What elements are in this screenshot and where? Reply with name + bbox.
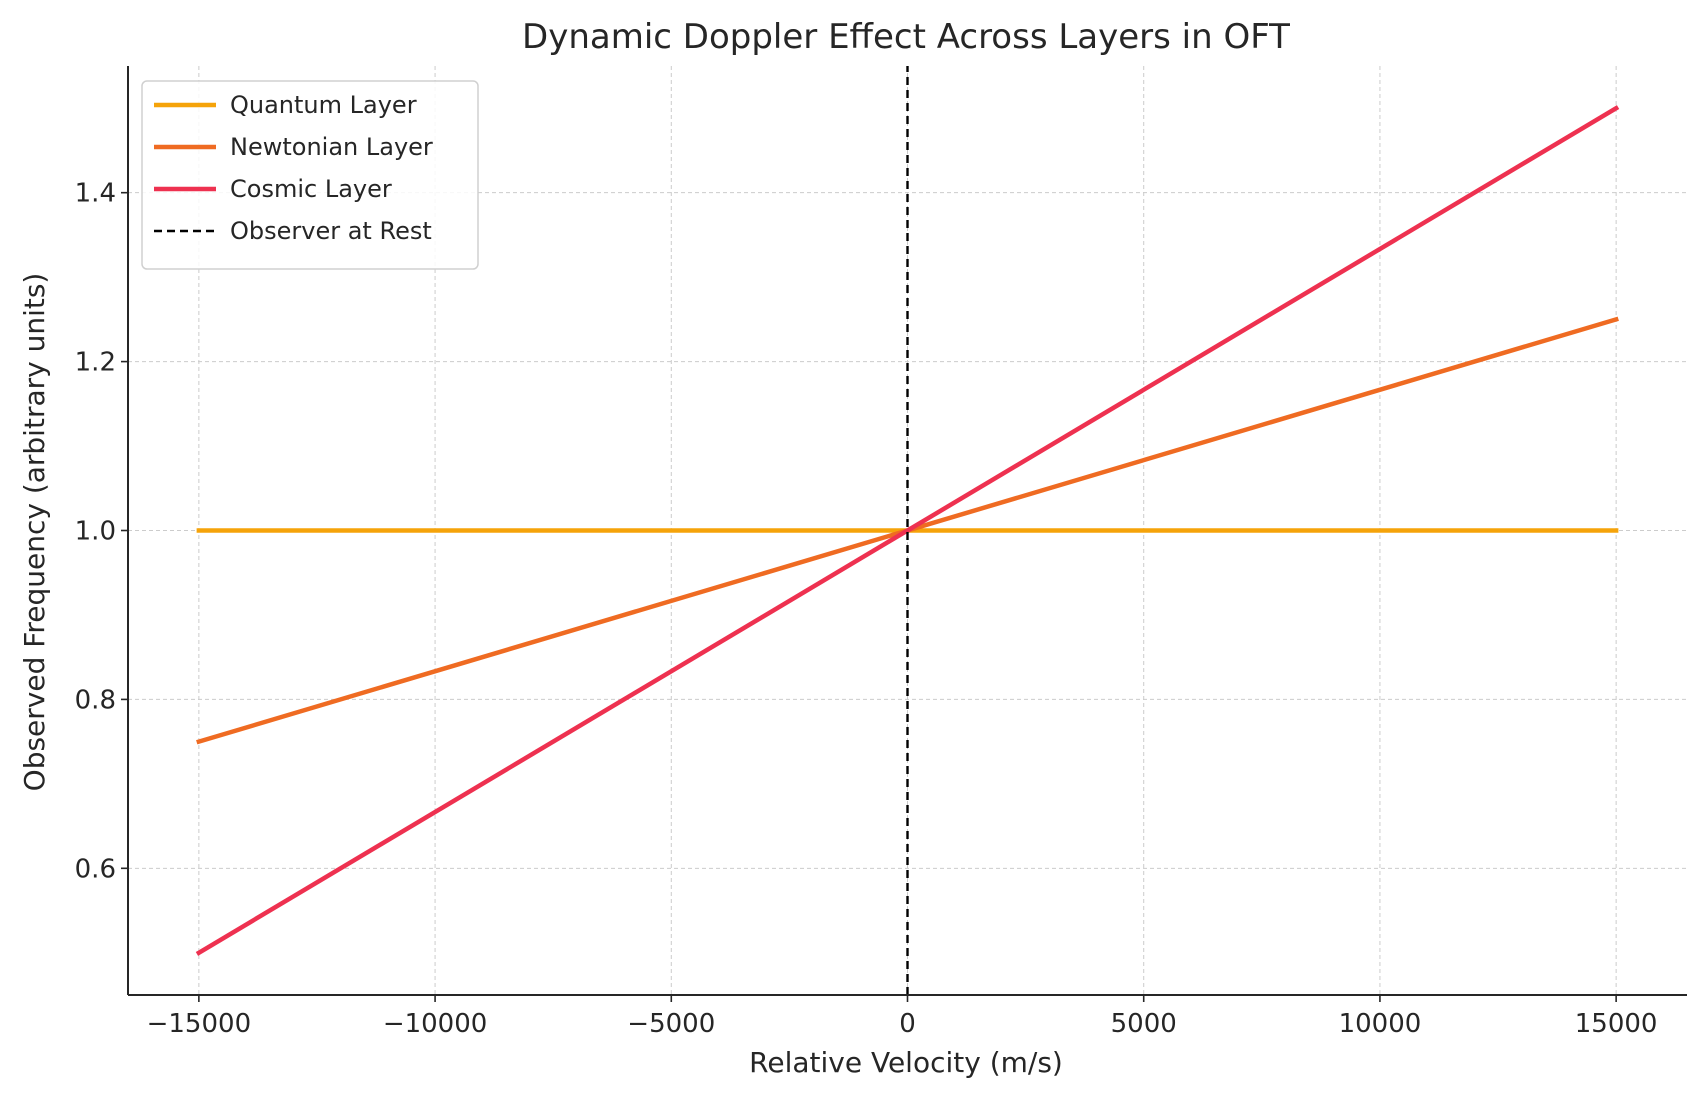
x-tick-label: 15000 xyxy=(1575,1009,1658,1039)
x-tick-label: 10000 xyxy=(1339,1009,1422,1039)
y-tick-label: 1.2 xyxy=(75,348,116,378)
legend-box xyxy=(141,80,479,270)
y-tick-label: 0.6 xyxy=(75,854,116,884)
series-line-cosmic-layer xyxy=(195,105,1620,956)
x-tick-label: −5000 xyxy=(627,1009,715,1039)
legend-label: Cosmic Layer xyxy=(230,175,392,203)
chart-title: Dynamic Doppler Effect Across Layers in … xyxy=(522,17,1290,57)
x-tick-label: −10000 xyxy=(383,1009,488,1039)
y-axis-ticks: 0.6 0.8 1.0 1.2 1.4 xyxy=(75,179,128,884)
x-tick-label: −15000 xyxy=(147,1009,252,1039)
y-axis-label: Observed Frequency (arbitrary units) xyxy=(18,273,51,792)
y-tick-label: 0.8 xyxy=(75,685,116,715)
legend-label: Newtonian Layer xyxy=(230,133,433,161)
x-tick-label: 0 xyxy=(899,1009,916,1039)
x-axis-label: Relative Velocity (m/s) xyxy=(749,1046,1063,1079)
legend-label: Observer at Rest xyxy=(230,217,432,245)
x-axis-ticks: −15000 −10000 −5000 0 5000 10000 15000 xyxy=(147,995,1658,1039)
legend-label: Quantum Layer xyxy=(230,91,417,119)
series-lines xyxy=(195,66,1620,995)
y-tick-label: 1.0 xyxy=(75,517,116,547)
y-tick-label: 1.4 xyxy=(75,179,116,209)
legend: Quantum Layer Newtonian Layer Cosmic Layer… xyxy=(141,80,479,270)
x-tick-label: 5000 xyxy=(1111,1009,1177,1039)
